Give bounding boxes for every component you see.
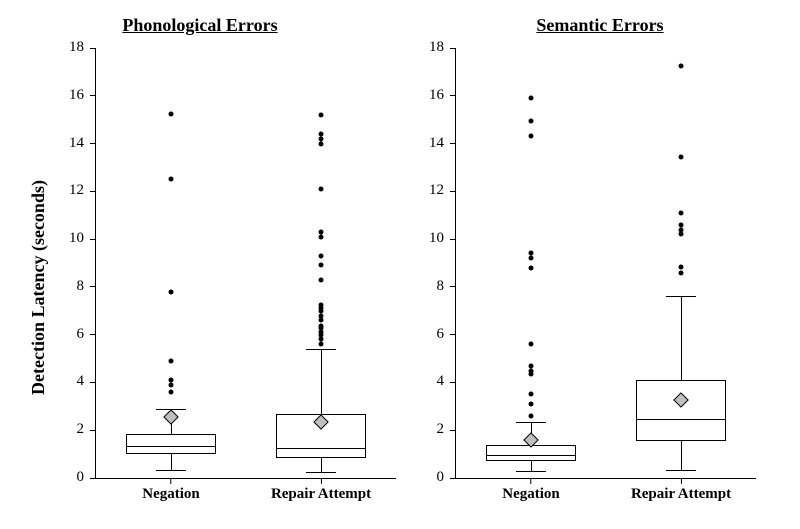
outlier-point <box>529 401 534 406</box>
y-tick-label: 12 <box>54 182 88 199</box>
y-tick-label: 8 <box>414 278 448 295</box>
outlier-point <box>529 368 534 373</box>
outlier-point <box>529 251 534 256</box>
whisker <box>321 349 322 414</box>
outlier-point <box>529 118 534 123</box>
outlier-point <box>169 390 174 395</box>
outlier-point <box>319 263 324 268</box>
outlier-point <box>679 210 684 215</box>
outlier-point <box>529 413 534 418</box>
outlier-point <box>319 277 324 282</box>
y-tick-label: 0 <box>54 469 88 486</box>
plot-area-semantic: 024681012141618NegationRepair Attempt <box>455 48 756 479</box>
outlier-point <box>169 382 174 387</box>
y-tick-label: 6 <box>414 326 448 343</box>
y-tick-label: 4 <box>54 373 88 390</box>
boxplot-median <box>486 455 576 456</box>
x-tick-label: Negation <box>142 486 200 503</box>
boxplot-box <box>636 380 726 441</box>
x-tick-label: Negation <box>502 486 560 503</box>
outlier-point <box>679 264 684 269</box>
whisker-cap <box>306 472 336 473</box>
whisker-cap <box>666 296 696 297</box>
mean-marker <box>163 409 179 425</box>
whisker <box>681 441 682 470</box>
y-tick-label: 6 <box>54 326 88 343</box>
outlier-point <box>679 227 684 232</box>
outlier-point <box>319 253 324 258</box>
y-tick-label: 4 <box>414 373 448 390</box>
outlier-point <box>169 358 174 363</box>
whisker <box>681 296 682 380</box>
y-tick-label: 16 <box>54 87 88 104</box>
outlier-point <box>319 132 324 137</box>
outlier-point <box>319 229 324 234</box>
boxplot-median <box>636 419 726 420</box>
outlier-point <box>319 313 324 318</box>
outlier-point <box>679 222 684 227</box>
panel-semantic: Semantic Errors 024681012141618NegationR… <box>400 0 800 529</box>
boxplot-median <box>126 446 216 447</box>
x-tick: Repair Attempt <box>631 478 731 503</box>
x-tick-label: Repair Attempt <box>271 486 371 503</box>
plot-area-phonological: 024681012141618NegationRepair Attempt <box>95 48 396 479</box>
whisker <box>531 461 532 471</box>
outlier-point <box>529 342 534 347</box>
y-tick-label: 10 <box>54 230 88 247</box>
panel-title-phonological: Phonological Errors <box>0 15 400 36</box>
outlier-point <box>169 177 174 182</box>
whisker-cap <box>516 422 546 423</box>
outlier-point <box>169 378 174 383</box>
outlier-point <box>319 302 324 307</box>
outlier-point <box>169 111 174 116</box>
y-tick-label: 0 <box>414 469 448 486</box>
x-tick: Negation <box>142 478 200 503</box>
outlier-point <box>319 330 324 335</box>
y-tick-label: 18 <box>54 39 88 56</box>
outlier-point <box>529 256 534 261</box>
y-tick-label: 10 <box>414 230 448 247</box>
y-tick-label: 2 <box>414 421 448 438</box>
x-tick-label: Repair Attempt <box>631 486 731 503</box>
y-tick-label: 14 <box>54 135 88 152</box>
whisker-cap <box>516 471 546 472</box>
outlier-point <box>319 337 324 342</box>
whisker-cap <box>306 349 336 350</box>
y-tick-label: 14 <box>414 135 448 152</box>
boxplot-box <box>126 434 216 454</box>
outlier-point <box>679 232 684 237</box>
panel-title-semantic: Semantic Errors <box>400 15 800 36</box>
whisker <box>171 454 172 470</box>
x-tick: Negation <box>502 478 560 503</box>
outlier-point <box>319 342 324 347</box>
outlier-point <box>319 324 324 329</box>
outlier-point <box>169 289 174 294</box>
outlier-point <box>319 318 324 323</box>
outlier-point <box>529 392 534 397</box>
whisker-cap <box>666 470 696 471</box>
outlier-point <box>319 141 324 146</box>
outlier-point <box>319 136 324 141</box>
outlier-point <box>529 134 534 139</box>
whisker-cap <box>156 470 186 471</box>
figure: Detection Latency (seconds) Phonological… <box>0 0 800 529</box>
outlier-point <box>319 112 324 117</box>
x-tick: Repair Attempt <box>271 478 371 503</box>
y-tick-label: 8 <box>54 278 88 295</box>
outlier-point <box>679 270 684 275</box>
y-tick-label: 12 <box>414 182 448 199</box>
panel-phonological: Phonological Errors 024681012141618Negat… <box>0 0 400 529</box>
y-tick-label: 18 <box>414 39 448 56</box>
outlier-point <box>679 63 684 68</box>
outlier-point <box>529 363 534 368</box>
outlier-point <box>529 265 534 270</box>
outlier-point <box>529 96 534 101</box>
y-tick-label: 16 <box>414 87 448 104</box>
outlier-point <box>319 186 324 191</box>
outlier-point <box>319 234 324 239</box>
whisker <box>321 458 322 472</box>
boxplot-median <box>276 448 366 449</box>
outlier-point <box>679 154 684 159</box>
y-tick-label: 2 <box>54 421 88 438</box>
